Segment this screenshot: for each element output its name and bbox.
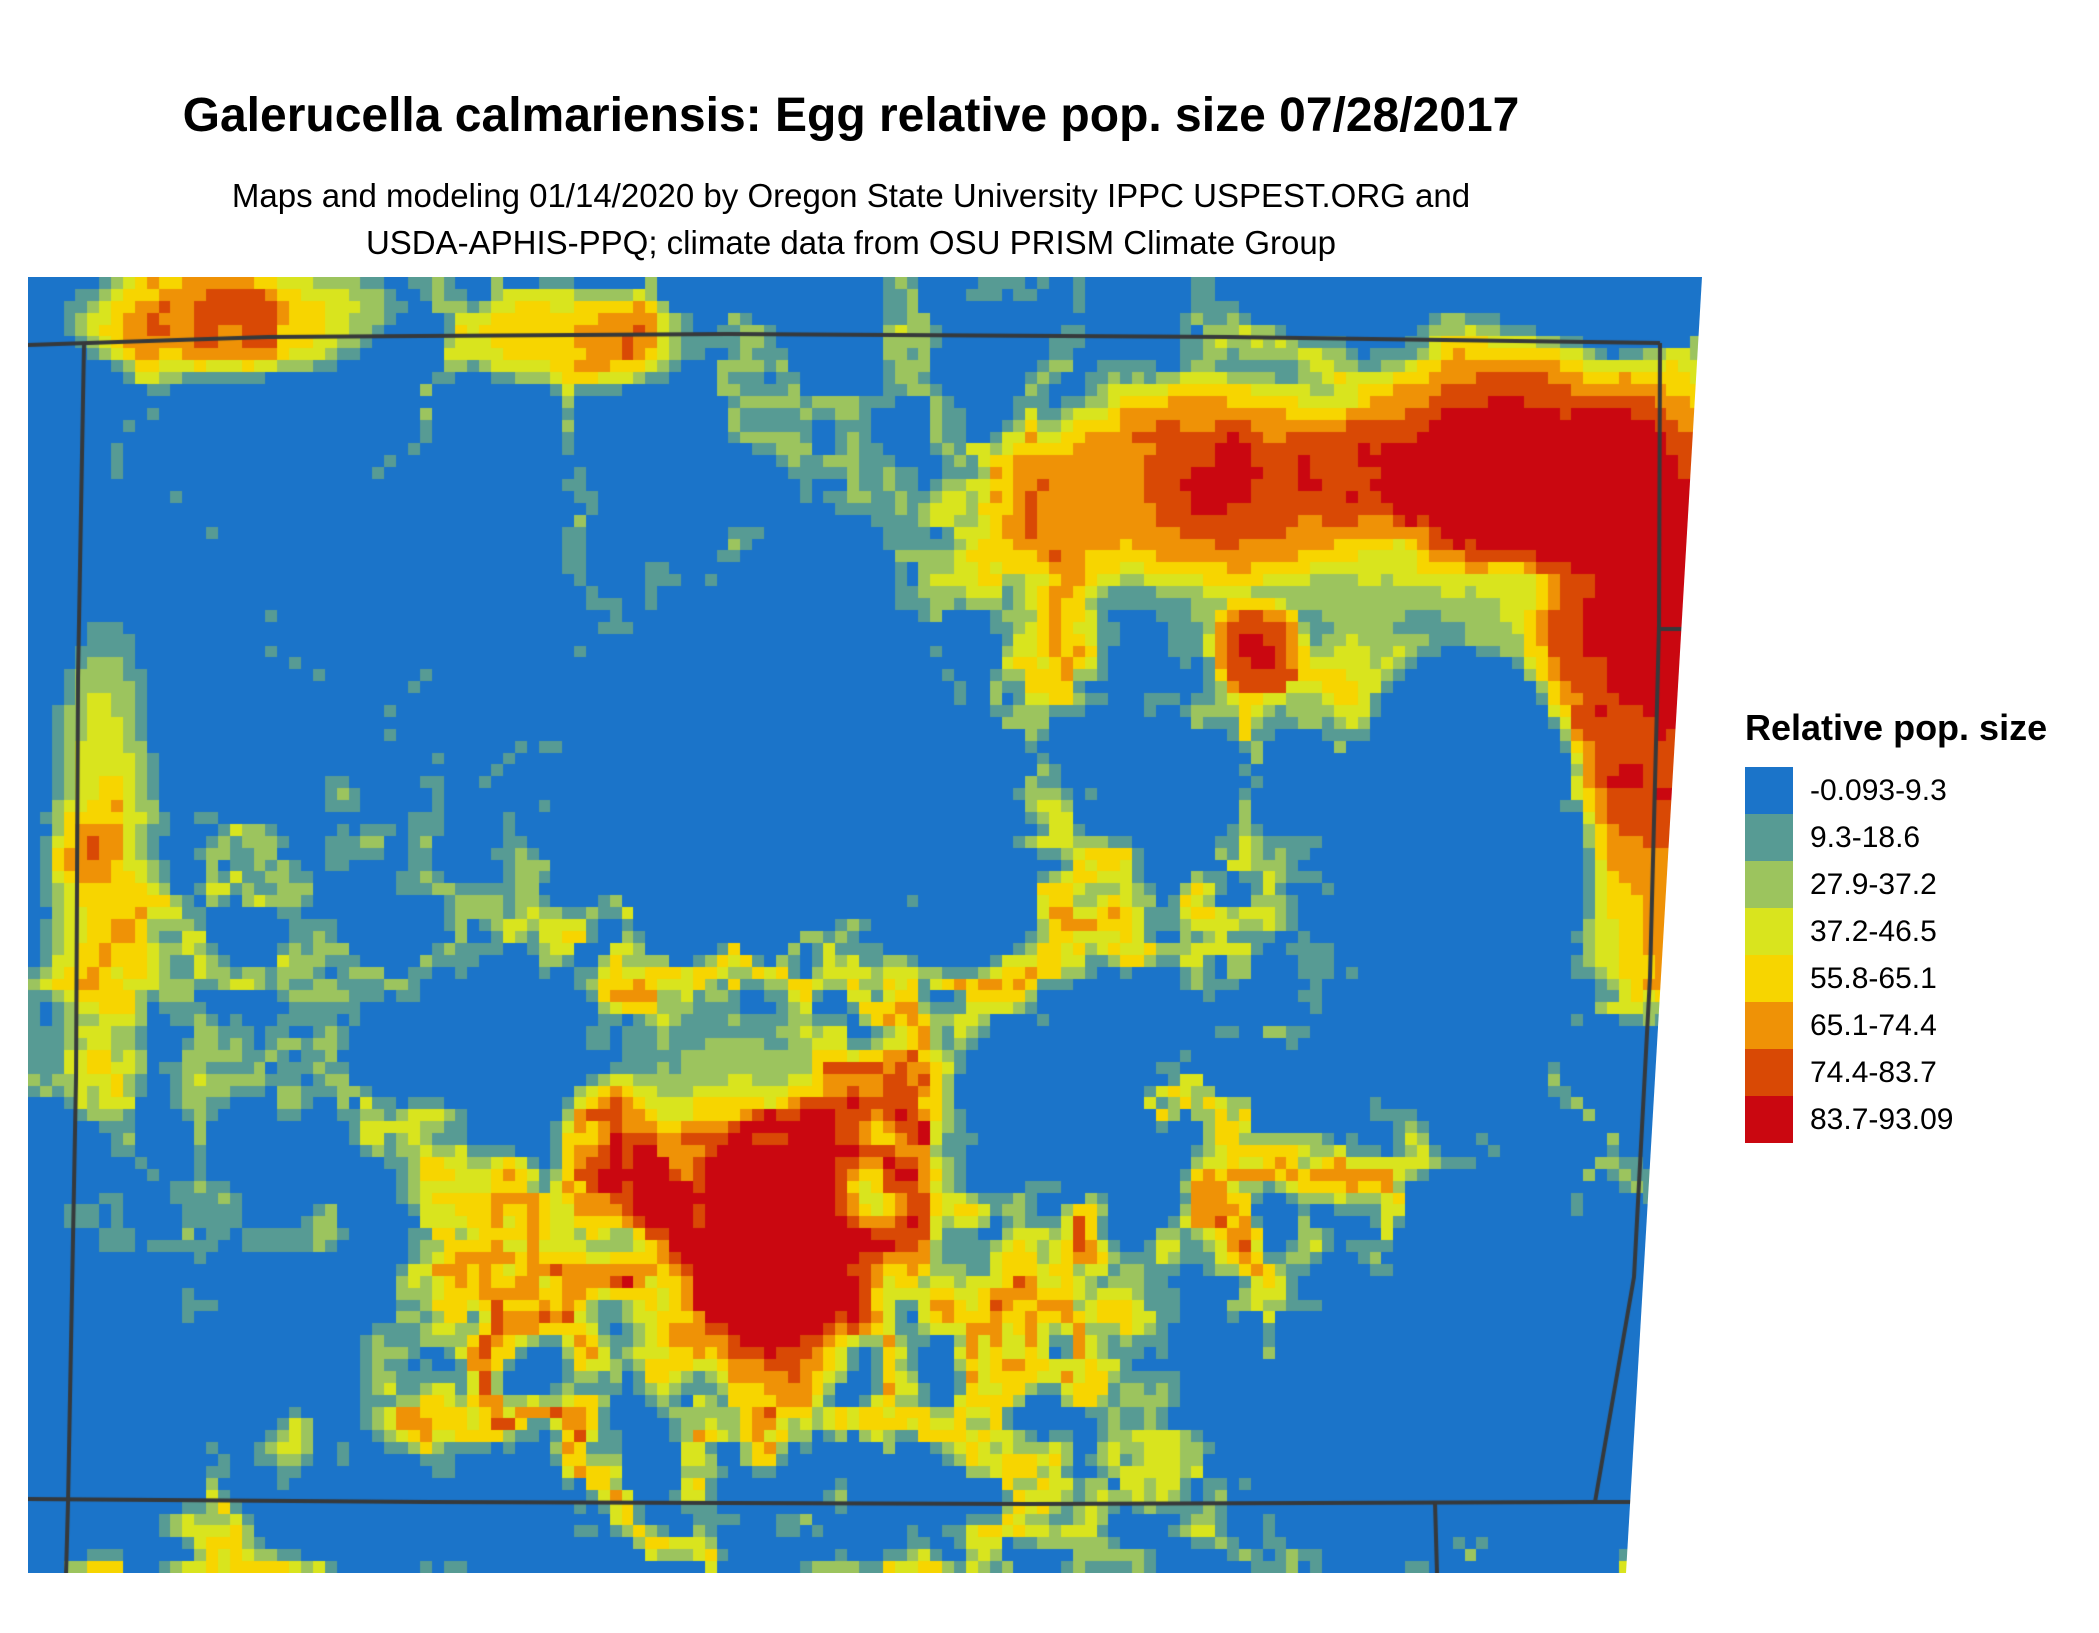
legend: Relative pop. size -0.093-9.3 9.3-18.6 27.…	[1745, 710, 2047, 1143]
legend-item: -0.093-9.3	[1745, 767, 2047, 814]
legend-item: 65.1-74.4	[1745, 1002, 2047, 1049]
legend-item: 74.4-83.7	[1745, 1049, 2047, 1096]
legend-label: 27.9-37.2	[1810, 867, 1937, 901]
legend-item: 9.3-18.6	[1745, 814, 2047, 861]
legend-label: 74.4-83.7	[1810, 1055, 1937, 1089]
legend-swatch	[1745, 908, 1793, 955]
legend-label: 9.3-18.6	[1810, 820, 1921, 854]
legend-item: 27.9-37.2	[1745, 861, 2047, 908]
legend-label: 55.8-65.1	[1810, 961, 1937, 995]
subtitle-line-2: USDA-APHIS-PPQ; climate data from OSU PR…	[365, 224, 1337, 261]
legend-label: -0.093-9.3	[1810, 773, 1947, 807]
legend-label: 37.2-46.5	[1810, 914, 1937, 948]
legend-swatch	[1745, 861, 1793, 908]
legend-item: 37.2-46.5	[1745, 908, 2047, 955]
legend-item: 55.8-65.1	[1745, 955, 2047, 1002]
legend-swatch	[1745, 955, 1793, 1002]
population-map-canvas	[28, 277, 1702, 1573]
figure-subtitle: Maps and modeling 01/14/2020 by Oregon S…	[28, 172, 1674, 266]
legend-swatch	[1745, 1049, 1793, 1096]
legend-item: 83.7-93.09	[1745, 1096, 2047, 1143]
legend-swatch	[1745, 767, 1793, 814]
legend-swatch	[1745, 1096, 1793, 1143]
legend-label: 83.7-93.09	[1810, 1102, 1954, 1136]
legend-swatch	[1745, 814, 1793, 861]
legend-swatch	[1745, 1002, 1793, 1049]
legend-label: 65.1-74.4	[1810, 1008, 1937, 1042]
legend-items: -0.093-9.3 9.3-18.6 27.9-37.2 37.2-46.5 55.8…	[1745, 767, 2047, 1143]
legend-title: Relative pop. size	[1745, 707, 2048, 748]
figure-title: Galerucella calmariensis: Egg relative p…	[182, 89, 1520, 142]
subtitle-line-1: Maps and modeling 01/14/2020 by Oregon S…	[231, 177, 1471, 214]
